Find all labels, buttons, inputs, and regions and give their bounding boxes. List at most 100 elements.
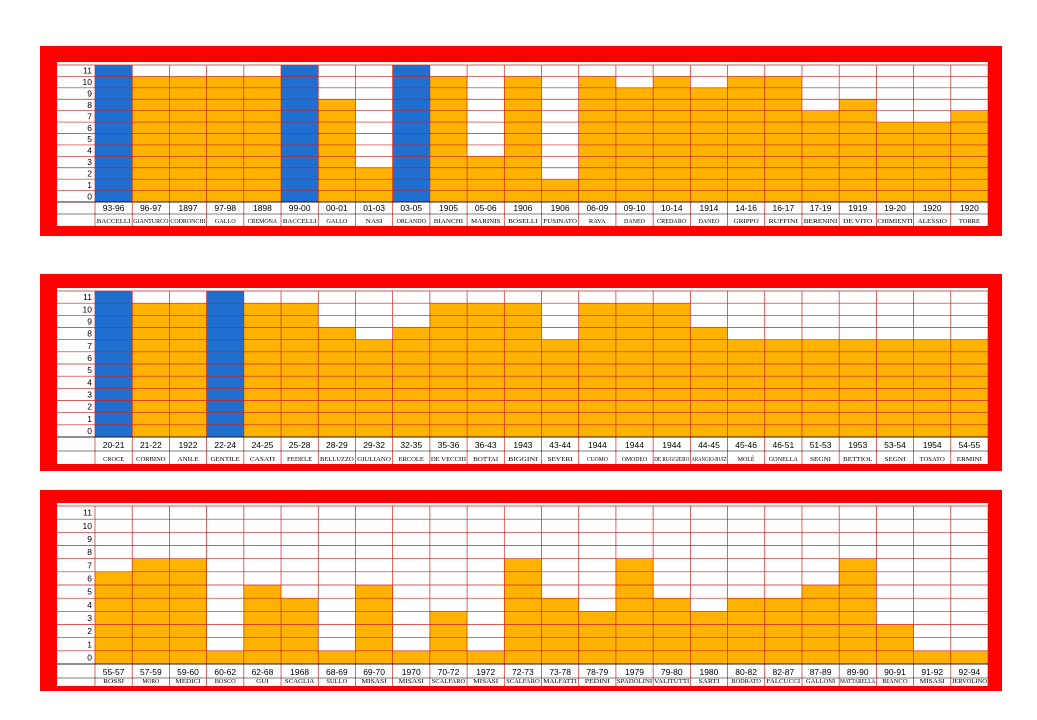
y-tick-label: 3 <box>87 157 92 167</box>
y-tick-label: 3 <box>87 389 92 399</box>
category-label: 24-25 <box>252 440 274 450</box>
category-label: 46-51 <box>772 440 794 450</box>
category-label: 25-28 <box>289 440 311 450</box>
category-label: 59-60 <box>177 667 199 677</box>
y-tick-label: 7 <box>87 560 92 570</box>
y-tick-label: 10 <box>83 304 93 314</box>
bar-14-16 <box>727 76 765 202</box>
category-label: 1980 <box>699 667 718 677</box>
category-label: 1968 <box>290 667 309 677</box>
y-tick-label: 8 <box>87 100 92 110</box>
bar-1943 <box>504 303 542 437</box>
bar-1905 <box>429 76 468 202</box>
y-tick-label: 11 <box>83 292 92 302</box>
chart-panel-2: 0 1 2 3 4 5 6 7 8 9 10 11 20-21 CROCE 21-22 CORBINO 1922… <box>40 274 1002 471</box>
minister-name-label: MALFATTI <box>543 679 577 685</box>
category-label: 00-01 <box>326 203 348 213</box>
bar-35-36 <box>429 303 468 437</box>
y-tick-label: 6 <box>87 353 92 363</box>
bar-1944 <box>615 303 654 437</box>
minister-name-label: BIGGINI <box>508 457 537 463</box>
minister-name-label: ANILE <box>178 457 199 463</box>
minister-name-label: GIULIANO <box>357 457 391 463</box>
minister-name-label: BACCELLI <box>97 219 131 225</box>
bar-1919 <box>839 99 877 202</box>
category-label: 51-53 <box>810 440 832 450</box>
y-tick-label: 6 <box>87 123 92 133</box>
category-label: 21-22 <box>140 440 162 450</box>
minister-name-label: DANEO <box>698 219 720 225</box>
category-label: 16-17 <box>772 203 794 213</box>
minister-name-label: SPADOLINI <box>617 679 652 685</box>
y-tick-label: 11 <box>83 66 92 76</box>
bar-68-69 <box>318 650 356 664</box>
bar-91-92 <box>913 650 951 664</box>
y-tick-label: 7 <box>87 341 92 351</box>
minister-name-label: CREMONA <box>248 219 278 225</box>
minister-name-label: SEVERI <box>548 457 573 463</box>
category-label: 99-00 <box>289 203 311 213</box>
minister-name-label: GALLO <box>215 219 237 225</box>
bar-32-35 <box>392 327 430 437</box>
category-label: 19-20 <box>884 203 906 213</box>
minister-name-label: BOTTAI <box>473 457 498 463</box>
bar-1968 <box>281 598 319 664</box>
y-tick-label: 2 <box>87 168 92 178</box>
minister-name-label: FEDELE <box>287 457 313 463</box>
bar-28-29 <box>318 327 356 437</box>
minister-name-label: SEGNI <box>884 457 905 463</box>
category-label: 62-68 <box>252 667 274 677</box>
minister-name-label: DANEO <box>624 219 646 225</box>
y-tick-label: 7 <box>87 111 92 121</box>
minister-name-label: FUSINATO <box>543 219 577 225</box>
bar-97-98 <box>206 76 244 202</box>
category-label: 78-79 <box>586 667 608 677</box>
bar-1944 <box>653 303 691 437</box>
minister-name-label: MEDICI <box>175 679 200 685</box>
minister-name-label: CODRONCHI <box>170 219 205 225</box>
category-label: 93-96 <box>103 203 125 213</box>
minister-name-label: MISASI <box>473 679 498 685</box>
y-tick-label: 4 <box>87 600 92 610</box>
bar-25-28 <box>281 303 319 437</box>
category-label: 60-62 <box>214 667 236 677</box>
category-label: 32-35 <box>400 440 422 450</box>
minister-name-label: BOSELLI <box>508 219 537 225</box>
bar-00-01 <box>318 99 356 202</box>
category-label: 28-29 <box>326 440 348 450</box>
category-label: 09-10 <box>624 203 646 213</box>
bar-60-62 <box>206 650 244 664</box>
category-label: 90-91 <box>884 667 906 677</box>
category-label: 06-09 <box>586 203 608 213</box>
minister-name-label: BETTIOL <box>843 457 873 463</box>
y-tick-label: 4 <box>87 377 92 387</box>
bar-24-25 <box>243 303 282 437</box>
category-label: 1944 <box>662 440 681 450</box>
minister-name-label: BERENINI <box>804 219 838 225</box>
chart-area: 0 1 2 3 4 5 6 7 8 9 10 11 20-21 CROCE 21-22 CORBINO 1922… <box>57 288 989 464</box>
category-label: 57-59 <box>140 667 162 677</box>
minister-name-label: ALESSIO <box>917 219 947 225</box>
bar-01-03 <box>355 167 393 202</box>
y-tick-label: 10 <box>83 521 93 531</box>
y-tick-label: 4 <box>87 146 92 156</box>
bar-chart-3: 0 1 2 3 4 5 6 7 8 9 10 11 55-57 ROSSI 57-59 MORO 59-60 ME… <box>57 503 989 686</box>
category-label: 1919 <box>848 203 867 213</box>
minister-name-label: CUOMO <box>587 457 609 463</box>
bar-1906 <box>504 76 542 202</box>
minister-name-label: CASATI <box>250 457 275 463</box>
minister-name-label: GALLO <box>326 219 348 225</box>
minister-name-label: PEDINI <box>585 679 610 685</box>
bar-10-14 <box>653 76 691 202</box>
bar-80-82 <box>727 598 765 664</box>
minister-name-label: BOSCO <box>215 679 237 685</box>
category-label: 44-45 <box>698 440 720 450</box>
minister-name-label: SCALFARO <box>432 679 466 685</box>
chart-panel-1: 0 1 2 3 4 5 6 7 8 9 10 11 93-96 BACCELLI 96-97 GIANTURC… <box>40 46 1002 236</box>
y-tick-label: 1 <box>87 180 92 190</box>
minister-name-label: CROCE <box>103 457 124 463</box>
chart-area: 0 1 2 3 4 5 6 7 8 9 10 11 55-57 ROSSI 57-59 MORO 59-60 ME… <box>57 503 989 686</box>
category-label: 1944 <box>625 440 644 450</box>
y-tick-label: 2 <box>87 626 92 636</box>
